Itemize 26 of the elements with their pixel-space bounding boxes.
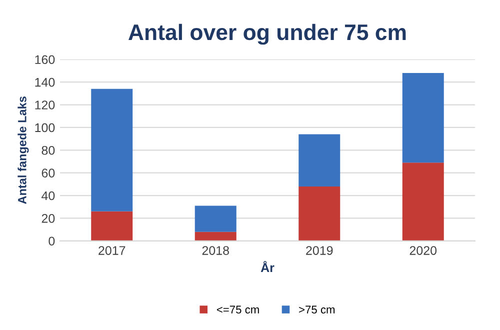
y-tick-label: 20 (42, 214, 55, 223)
bar (402, 162, 444, 241)
bar (194, 232, 236, 241)
legend-label: <=75 cm (216, 306, 259, 314)
y-tick-label: 0 (48, 236, 55, 246)
bar (91, 88, 133, 212)
y-tick-label: 100 (35, 123, 55, 132)
y-tick-label: 120 (35, 100, 55, 110)
y-axis-title: Antal fangede Laks (18, 96, 29, 204)
y-tick-label: 160 (35, 55, 55, 64)
y-tick-label: 140 (35, 78, 55, 87)
legend-label: >75 cm (299, 306, 335, 314)
x-tick-label: 2017 (98, 246, 126, 255)
bar (91, 211, 133, 241)
chart-title: Antal over og under 75 cm (128, 24, 406, 45)
x-tick-label: 2019 (306, 246, 333, 255)
bar (298, 186, 340, 241)
bar (298, 134, 340, 186)
bar (402, 73, 444, 163)
x-tick-label: 2020 (410, 246, 437, 255)
y-tick-label: 60 (42, 168, 55, 178)
y-tick-label: 80 (42, 146, 55, 155)
bar (194, 206, 236, 232)
x-tick-label: 2018 (202, 246, 229, 255)
y-tick-label: 40 (42, 191, 55, 200)
x-axis-title: År (260, 260, 274, 272)
